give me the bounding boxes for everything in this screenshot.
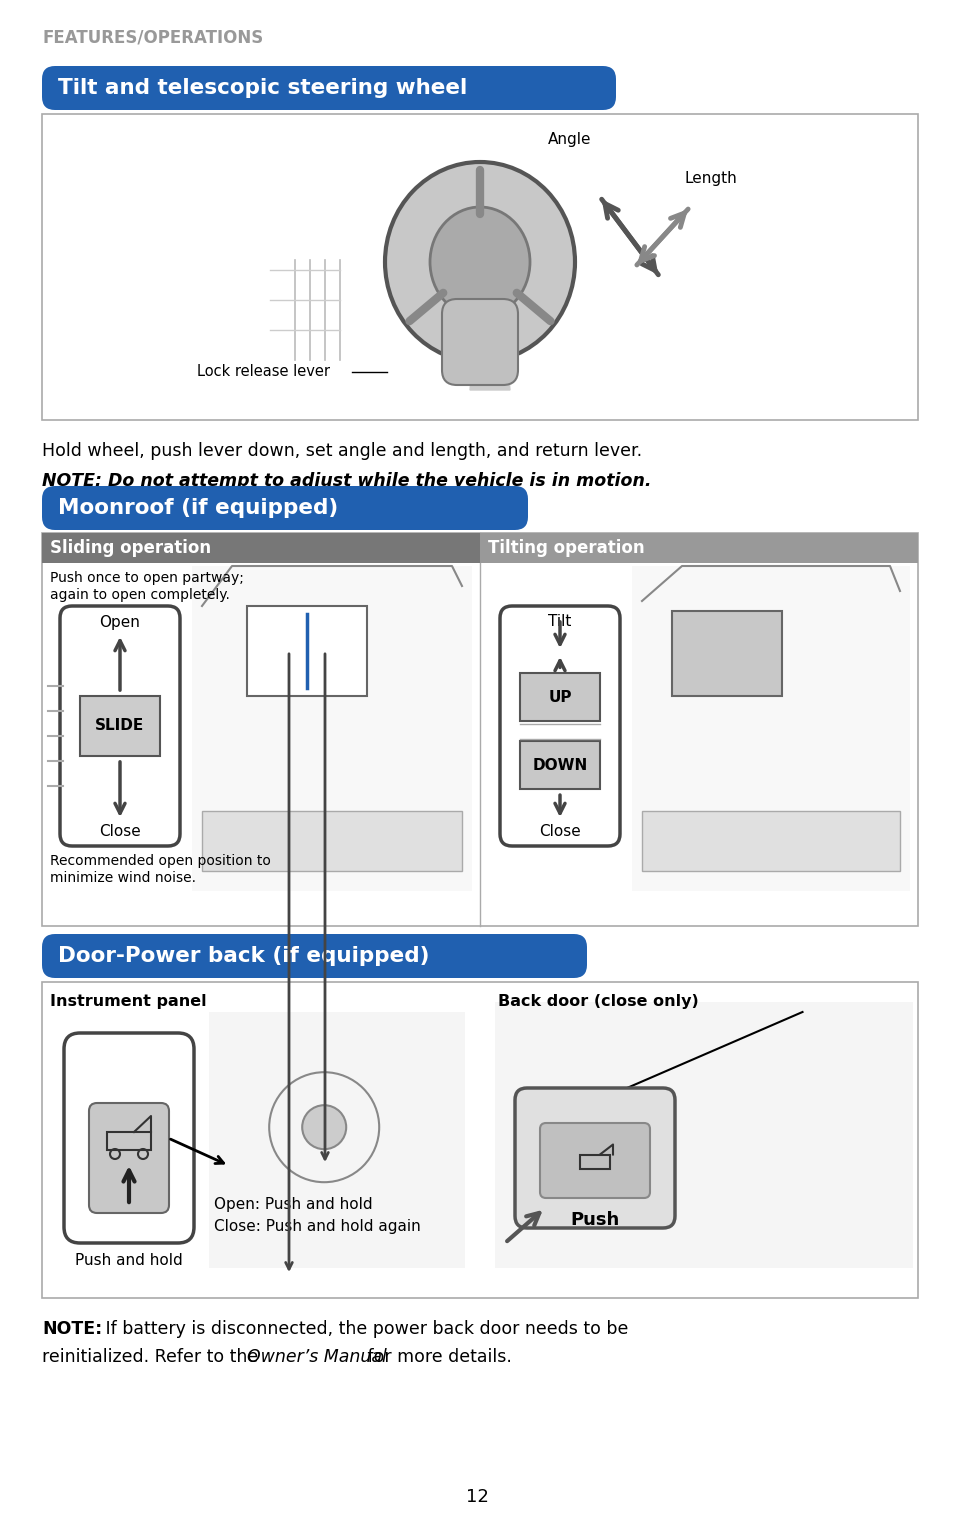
Bar bbox=[519, 673, 599, 721]
Text: for more details.: for more details. bbox=[361, 1348, 512, 1367]
Circle shape bbox=[302, 1106, 346, 1150]
Bar bbox=[247, 606, 367, 696]
Bar bbox=[519, 741, 599, 789]
Text: Length: Length bbox=[684, 171, 737, 186]
Text: Push once to open partway;: Push once to open partway; bbox=[50, 571, 244, 585]
Text: Angle: Angle bbox=[548, 131, 591, 147]
Bar bbox=[42, 115, 917, 420]
Text: If battery is disconnected, the power back door needs to be: If battery is disconnected, the power ba… bbox=[100, 1319, 628, 1338]
Text: Back door (close only): Back door (close only) bbox=[497, 994, 698, 1009]
Text: Close: Close bbox=[538, 825, 580, 840]
Text: Tilt: Tilt bbox=[548, 614, 571, 629]
Text: Push: Push bbox=[570, 1211, 619, 1229]
Text: NOTE: Do not attempt to adjust while the vehicle is in motion.: NOTE: Do not attempt to adjust while the… bbox=[42, 472, 651, 490]
Bar bbox=[671, 611, 781, 696]
FancyBboxPatch shape bbox=[42, 66, 616, 110]
Text: Hold wheel, push lever down, set angle and length, and return lever.: Hold wheel, push lever down, set angle a… bbox=[42, 441, 641, 460]
Text: Lock release lever: Lock release lever bbox=[196, 365, 330, 380]
Text: Close: Close bbox=[99, 825, 141, 840]
Text: Instrument panel: Instrument panel bbox=[50, 994, 207, 1009]
FancyBboxPatch shape bbox=[539, 1122, 649, 1199]
Ellipse shape bbox=[385, 162, 575, 362]
Bar bbox=[192, 567, 472, 890]
Text: Push and hold: Push and hold bbox=[75, 1254, 183, 1267]
Text: Recommended open position to: Recommended open position to bbox=[50, 854, 271, 867]
Text: Moonroof (if equipped): Moonroof (if equipped) bbox=[58, 498, 338, 518]
Text: reinitialized. Refer to the: reinitialized. Refer to the bbox=[42, 1348, 263, 1367]
Bar bbox=[42, 533, 479, 563]
Text: UP: UP bbox=[548, 690, 571, 704]
FancyBboxPatch shape bbox=[89, 1102, 169, 1212]
Text: minimize wind noise.: minimize wind noise. bbox=[50, 870, 195, 886]
Bar bbox=[209, 1012, 464, 1267]
FancyBboxPatch shape bbox=[499, 606, 619, 846]
Bar bbox=[579, 1154, 609, 1168]
Text: Owner’s Manual: Owner’s Manual bbox=[247, 1348, 387, 1367]
Bar bbox=[631, 567, 909, 890]
Text: Door-Power back (if equipped): Door-Power back (if equipped) bbox=[58, 947, 429, 967]
Bar bbox=[202, 811, 461, 870]
Text: 12: 12 bbox=[465, 1487, 488, 1506]
Text: Open: Open bbox=[99, 614, 140, 629]
Text: FEATURES/OPERATIONS: FEATURES/OPERATIONS bbox=[42, 29, 263, 47]
Text: Sliding operation: Sliding operation bbox=[50, 539, 211, 557]
Text: Open: Push and hold: Open: Push and hold bbox=[213, 1197, 373, 1211]
Bar bbox=[495, 1002, 912, 1267]
Bar bbox=[107, 1132, 151, 1150]
FancyBboxPatch shape bbox=[64, 1032, 193, 1243]
Bar bbox=[42, 533, 917, 925]
Bar bbox=[80, 696, 160, 756]
Bar bbox=[479, 533, 917, 563]
Text: again to open completely.: again to open completely. bbox=[50, 588, 230, 602]
FancyBboxPatch shape bbox=[42, 935, 586, 977]
Text: Tilting operation: Tilting operation bbox=[488, 539, 644, 557]
Bar bbox=[641, 811, 899, 870]
Text: SLIDE: SLIDE bbox=[95, 719, 145, 733]
FancyBboxPatch shape bbox=[515, 1089, 675, 1228]
FancyBboxPatch shape bbox=[441, 299, 517, 385]
FancyBboxPatch shape bbox=[60, 606, 180, 846]
Text: Close: Push and hold again: Close: Push and hold again bbox=[213, 1219, 420, 1234]
Text: DOWN: DOWN bbox=[532, 757, 587, 773]
FancyBboxPatch shape bbox=[42, 486, 527, 530]
Ellipse shape bbox=[430, 208, 530, 318]
Text: Tilt and telescopic steering wheel: Tilt and telescopic steering wheel bbox=[58, 78, 467, 98]
Polygon shape bbox=[470, 330, 510, 389]
Bar bbox=[42, 982, 917, 1298]
Text: NOTE:: NOTE: bbox=[42, 1319, 102, 1338]
